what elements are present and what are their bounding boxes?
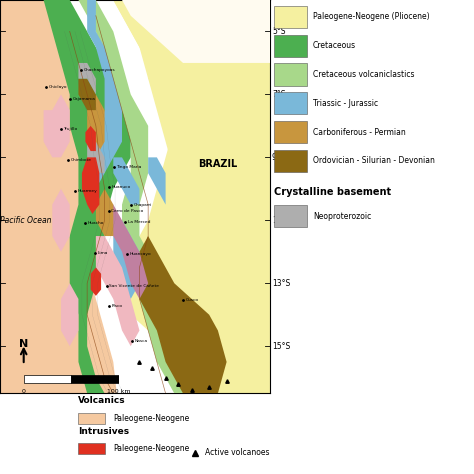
Text: Paleogene-Neogene: Paleogene-Neogene bbox=[113, 444, 190, 453]
Polygon shape bbox=[78, 0, 192, 393]
Polygon shape bbox=[82, 157, 100, 214]
Polygon shape bbox=[87, 94, 105, 157]
Text: 13°S: 13°S bbox=[272, 279, 290, 288]
Text: Paleogene-Neogene (Pliocene): Paleogene-Neogene (Pliocene) bbox=[313, 12, 429, 21]
Text: Paleogene-Neogene: Paleogene-Neogene bbox=[113, 414, 190, 423]
Text: Carboniferous - Permian: Carboniferous - Permian bbox=[313, 128, 406, 137]
Text: 15°S: 15°S bbox=[272, 342, 290, 351]
Bar bbox=[274, 64, 307, 85]
Text: Neoproterozoic: Neoproterozoic bbox=[313, 212, 371, 221]
Polygon shape bbox=[113, 157, 139, 205]
Text: Triassic - Jurassic: Triassic - Jurassic bbox=[313, 99, 378, 108]
Bar bbox=[274, 92, 307, 114]
Text: 5°S: 5°S bbox=[272, 27, 285, 36]
Text: Volcanics: Volcanics bbox=[78, 395, 126, 404]
Polygon shape bbox=[113, 0, 270, 393]
Text: San Vicente de Cañete: San Vicente de Cañete bbox=[109, 284, 159, 288]
Text: Cusco: Cusco bbox=[186, 298, 199, 301]
Bar bbox=[78, 443, 105, 455]
Text: Pisco: Pisco bbox=[112, 304, 123, 308]
Bar bbox=[274, 205, 307, 227]
Polygon shape bbox=[87, 142, 105, 173]
Text: BRAZIL: BRAZIL bbox=[198, 159, 237, 169]
Text: Huancayo: Huancayo bbox=[129, 252, 151, 255]
Bar bbox=[71, 375, 118, 383]
Bar bbox=[24, 375, 71, 383]
Text: Tingo Maria: Tingo Maria bbox=[116, 165, 142, 169]
Text: Chimbote: Chimbote bbox=[71, 158, 91, 162]
Bar bbox=[274, 35, 307, 57]
Polygon shape bbox=[139, 0, 270, 393]
Polygon shape bbox=[44, 94, 70, 157]
Polygon shape bbox=[78, 79, 96, 110]
Text: Intrusives: Intrusives bbox=[78, 427, 129, 436]
Polygon shape bbox=[0, 0, 270, 393]
Text: Crystalline basement: Crystalline basement bbox=[274, 188, 392, 198]
Text: Nasca: Nasca bbox=[135, 339, 147, 343]
Polygon shape bbox=[0, 0, 117, 393]
Text: 9°S: 9°S bbox=[272, 153, 285, 162]
Polygon shape bbox=[44, 0, 131, 393]
Text: Huanuco: Huanuco bbox=[112, 185, 131, 189]
Text: Huacho: Huacho bbox=[88, 221, 104, 226]
Text: Cajamarca: Cajamarca bbox=[73, 98, 95, 101]
Text: Pacific Ocean: Pacific Ocean bbox=[0, 216, 52, 225]
Text: 11°S: 11°S bbox=[272, 216, 290, 225]
Polygon shape bbox=[61, 283, 78, 346]
Polygon shape bbox=[105, 205, 148, 299]
Polygon shape bbox=[96, 189, 113, 236]
Polygon shape bbox=[87, 0, 122, 205]
Polygon shape bbox=[113, 0, 270, 63]
Bar bbox=[274, 121, 307, 143]
Text: 100 km: 100 km bbox=[107, 389, 130, 394]
Bar bbox=[78, 412, 105, 424]
Text: Chachapoyoas: Chachapoyoas bbox=[83, 68, 115, 72]
Polygon shape bbox=[85, 126, 96, 151]
Text: 7°S: 7°S bbox=[272, 90, 285, 99]
Text: 0: 0 bbox=[22, 389, 26, 394]
Text: Cerro de Pasco: Cerro de Pasco bbox=[111, 209, 144, 212]
Polygon shape bbox=[148, 157, 165, 205]
Polygon shape bbox=[52, 189, 70, 252]
Polygon shape bbox=[139, 236, 227, 393]
Polygon shape bbox=[96, 236, 139, 346]
Text: Huarmey: Huarmey bbox=[78, 189, 98, 193]
Text: Active volcanoes: Active volcanoes bbox=[205, 448, 270, 457]
Text: Chaparri: Chaparri bbox=[134, 202, 152, 207]
Text: Trujillo: Trujillo bbox=[63, 128, 77, 131]
Bar bbox=[274, 150, 307, 172]
Polygon shape bbox=[91, 267, 101, 296]
Bar bbox=[274, 6, 307, 28]
Polygon shape bbox=[78, 63, 96, 94]
Text: Cretaceous: Cretaceous bbox=[313, 41, 356, 50]
Text: Ordovician - Silurian - Devonian: Ordovician - Silurian - Devonian bbox=[313, 156, 435, 165]
Text: Chiclayo: Chiclayo bbox=[49, 85, 67, 89]
Text: Lima: Lima bbox=[98, 251, 108, 255]
Text: N: N bbox=[19, 339, 28, 349]
Text: Cretaceous volcaniclastics: Cretaceous volcaniclastics bbox=[313, 70, 414, 79]
Polygon shape bbox=[113, 220, 139, 299]
Text: La Merced: La Merced bbox=[128, 220, 150, 224]
